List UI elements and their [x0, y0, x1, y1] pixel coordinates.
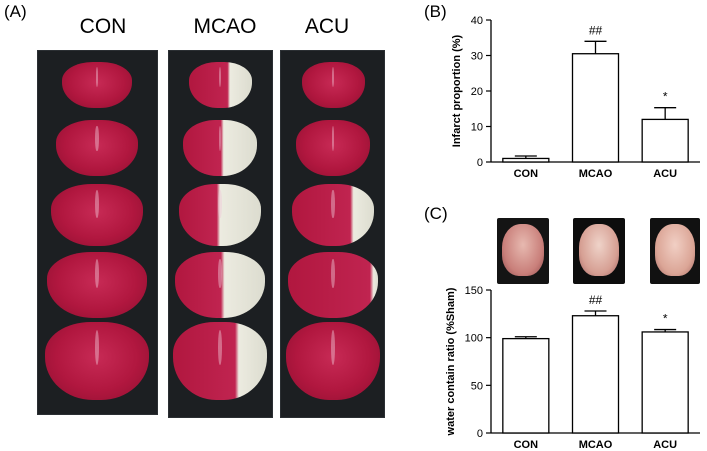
brain-photo-con	[497, 218, 549, 284]
slice-midline	[218, 190, 222, 219]
acu-brain-slice	[296, 120, 370, 176]
mcao-brain-slice	[173, 322, 267, 400]
con-brain-slice	[56, 120, 138, 176]
y-tick-label: 0	[477, 428, 483, 440]
acu-brain-slice	[288, 252, 378, 318]
slice-midline	[331, 66, 335, 88]
mcao-brain-slice	[175, 252, 265, 318]
slice-midline	[95, 258, 99, 289]
slice-midline	[95, 66, 99, 88]
y-axis-label: Infarct proportion (%)	[451, 34, 463, 147]
group-label-con: CON	[79, 15, 127, 38]
mcao-brain-slice	[188, 62, 252, 108]
brain-photo-mcao	[573, 218, 625, 284]
x-tick-label: CON	[514, 168, 539, 180]
slice-midline	[218, 66, 222, 88]
group-label-mcao: MCAO	[193, 15, 257, 38]
bar-mcao	[571, 315, 620, 434]
acu-brain-slice	[291, 184, 375, 246]
significance-annotation: *	[663, 312, 668, 326]
mcao-brain-slice	[183, 120, 257, 176]
slice-midline	[331, 329, 335, 365]
slice-midline	[218, 329, 222, 365]
y-tick-label: 0	[477, 157, 483, 169]
slice-midline	[331, 125, 335, 151]
slice-midline	[331, 190, 335, 219]
slice-midline	[218, 258, 222, 289]
infarct-proportion-chart: 0 10 20 30 40 Infarct proportion (%) CON MCAO ##…	[451, 15, 700, 180]
acu-brain-slice	[286, 322, 380, 400]
bar-acu	[641, 118, 689, 163]
y-tick-label: 100	[465, 333, 483, 345]
y-axis-label: water contain ratio (%Sham)	[445, 287, 457, 436]
y-tick-label: 30	[471, 51, 483, 63]
slice-midline	[95, 190, 99, 219]
brain-photo-acu	[650, 218, 700, 284]
significance-annotation: ##	[589, 293, 603, 307]
significance-annotation: ##	[589, 23, 603, 37]
y-tick-label: 50	[471, 380, 483, 392]
x-tick-label: ACU	[653, 439, 677, 451]
mcao-brain-slice	[178, 184, 262, 246]
panel-b-label: (B)	[424, 2, 447, 21]
x-tick-label: ACU	[653, 168, 677, 180]
con-brain-slice	[47, 252, 147, 318]
con-brain-slice	[51, 184, 143, 246]
y-tick-label: 20	[471, 86, 483, 98]
con-brain-slice	[62, 62, 132, 108]
slice-midline	[218, 125, 222, 151]
x-tick-label: CON	[514, 439, 539, 451]
panel-a-label: (A)	[4, 2, 27, 21]
bar-con	[502, 157, 550, 163]
slice-midline	[94, 329, 100, 365]
y-tick-label: 10	[471, 122, 483, 134]
bar-con	[502, 337, 550, 434]
y-tick-label: 40	[471, 15, 483, 27]
significance-annotation: *	[663, 90, 668, 104]
x-tick-label: MCAO	[579, 168, 613, 180]
y-tick-label: 150	[465, 285, 483, 297]
panel-c-label: (C)	[424, 204, 448, 223]
slice-midline	[331, 258, 335, 289]
group-label-acu: ACU	[304, 15, 350, 38]
con-brain-slice	[45, 322, 149, 400]
water-content-chart: 0 50 100 150 water contain ratio (%Sham) CON M…	[445, 285, 700, 451]
bar-acu	[641, 331, 689, 434]
acu-brain-slice	[301, 62, 365, 108]
bar-mcao	[571, 53, 620, 163]
x-tick-label: MCAO	[579, 439, 613, 451]
slice-midline	[95, 125, 99, 151]
